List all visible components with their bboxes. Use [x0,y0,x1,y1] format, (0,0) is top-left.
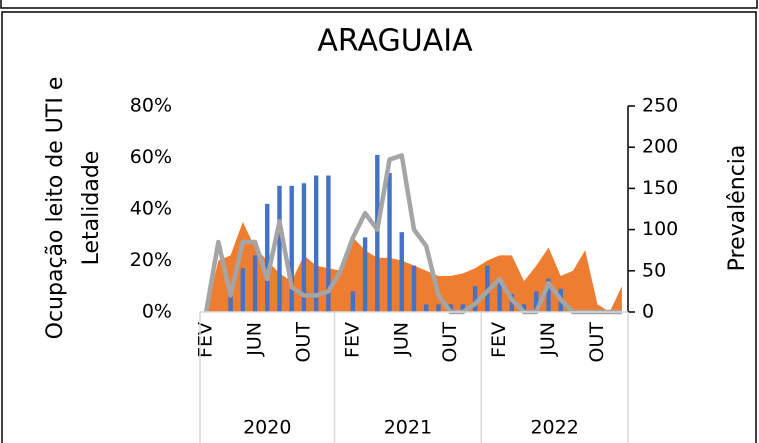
x-tick-label: FEV [488,322,510,358]
y-tick-label: 20% [130,249,172,271]
x-tick-label: JUN [390,322,412,357]
bar [375,154,380,312]
y-axis-title: Letalidade [79,151,104,266]
bar [301,183,307,312]
bar [252,255,258,312]
x-tick-label: OUT [439,322,461,363]
y2-tick-label: 0 [642,301,654,323]
y-tick-label: 80% [130,95,172,117]
bar [326,175,331,312]
bar [497,278,502,312]
y2-tick-label: 150 [642,177,678,199]
bar [448,304,453,312]
bar [521,304,527,312]
bar [436,304,441,312]
chart-title: ARAGUAIA [317,24,473,59]
bar [228,293,233,312]
bar [411,265,417,312]
x-tick-label: FEV [341,322,363,358]
x-tick-label: JUN [537,322,559,357]
x-group-label: 2021 [384,417,432,439]
bar [289,185,294,312]
bar [534,291,539,312]
x-tick-label: JUN [244,322,266,357]
bar [362,237,368,312]
bar [546,278,551,312]
top-frame [0,0,758,9]
bar [240,268,245,312]
y-axis-title: Ocupação leito de UTI e [43,77,68,340]
bar [424,304,429,312]
bar [350,291,356,312]
bar [265,203,270,312]
y2-tick-label: 50 [642,259,666,281]
x-tick-label: OUT [292,322,314,363]
y2-tick-label: 250 [642,95,678,117]
x-group-label: 2022 [530,417,578,439]
bar [313,175,319,312]
x-tick-label: FEV [195,322,217,358]
bar [387,172,392,312]
bar [472,286,478,312]
bar [399,232,404,312]
y-tick-label: 60% [130,146,172,168]
y2-tick-label: 100 [642,218,678,240]
x-tick-label: OUT [586,322,608,363]
x-group-label: 2020 [243,417,291,439]
y-tick-label: 40% [130,198,172,220]
bar [509,293,515,312]
bar [277,185,282,312]
bar [460,304,466,312]
y-tick-label: 0% [142,301,172,323]
y2-tick-label: 200 [642,136,678,158]
line [203,153,622,315]
y2-axis-title: Prevalência [725,145,750,272]
